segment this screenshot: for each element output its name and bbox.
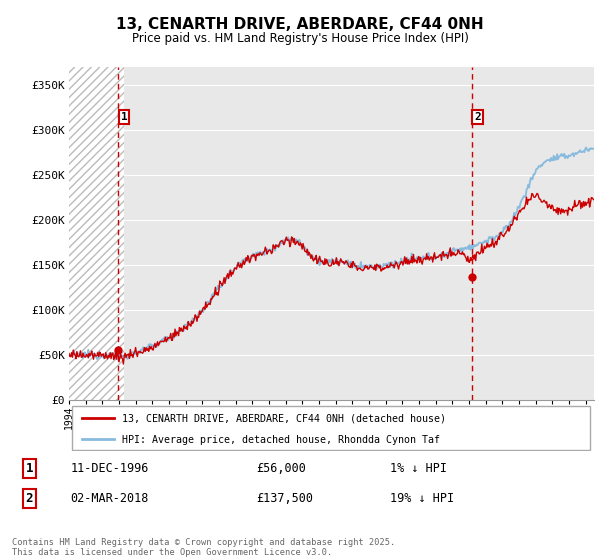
Text: Contains HM Land Registry data © Crown copyright and database right 2025.
This d: Contains HM Land Registry data © Crown c… [12,538,395,557]
Text: 1% ↓ HPI: 1% ↓ HPI [391,462,448,475]
FancyBboxPatch shape [71,406,590,450]
Bar [69,67,124,400]
Text: 02-MAR-2018: 02-MAR-2018 [70,492,149,505]
Text: 13, CENARTH DRIVE, ABERDARE, CF44 0NH: 13, CENARTH DRIVE, ABERDARE, CF44 0NH [116,17,484,32]
Text: HPI: Average price, detached house, Rhondda Cynon Taf: HPI: Average price, detached house, Rhon… [121,435,439,445]
Text: 19% ↓ HPI: 19% ↓ HPI [391,492,454,505]
Text: 11-DEC-1996: 11-DEC-1996 [70,462,149,475]
Text: 13, CENARTH DRIVE, ABERDARE, CF44 0NH (detached house): 13, CENARTH DRIVE, ABERDARE, CF44 0NH (d… [121,414,445,424]
Text: £137,500: £137,500 [256,492,313,505]
Text: 2: 2 [26,492,33,505]
Text: 2: 2 [475,112,481,122]
Text: Price paid vs. HM Land Registry's House Price Index (HPI): Price paid vs. HM Land Registry's House … [131,32,469,45]
Text: £56,000: £56,000 [256,462,307,475]
Text: 1: 1 [26,462,33,475]
Text: 1: 1 [121,112,127,122]
